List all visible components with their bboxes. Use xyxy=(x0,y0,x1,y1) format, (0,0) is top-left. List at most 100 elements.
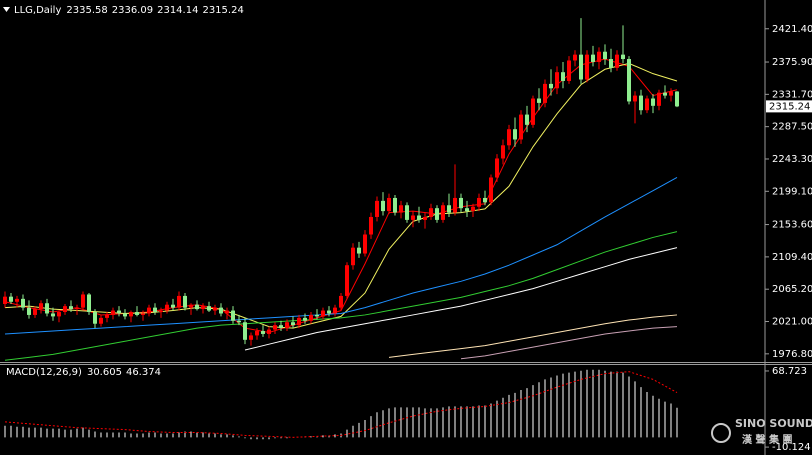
candle-body xyxy=(273,325,277,330)
header-low: 2314.14 xyxy=(157,5,198,16)
watermark-sub: 漢 聲 集 團 xyxy=(742,433,792,446)
candle-body xyxy=(663,92,667,96)
candle-body xyxy=(153,307,157,313)
candle-body xyxy=(237,320,241,323)
candle-body xyxy=(249,335,253,340)
candle-body xyxy=(45,303,49,314)
y-tick-label: 2287.50 xyxy=(772,122,812,133)
moving-average xyxy=(4,231,678,361)
candle-body xyxy=(507,129,511,146)
candle-body xyxy=(471,206,475,212)
y-tick-label: 2065.20 xyxy=(772,284,812,295)
candle-body xyxy=(33,309,37,315)
candle-body xyxy=(435,208,439,220)
candle-body xyxy=(123,313,127,317)
macd-value: 30.605 xyxy=(87,367,122,378)
menu-icon xyxy=(3,7,10,12)
candle-body xyxy=(525,114,529,125)
moving-average xyxy=(244,247,678,351)
header-open: 2335.58 xyxy=(66,5,107,16)
candle-body xyxy=(9,296,13,302)
candle-body xyxy=(375,200,379,217)
y-tick-label: 2421.40 xyxy=(772,24,812,35)
candle-body xyxy=(567,60,571,81)
candle-body xyxy=(675,91,679,107)
candle-body xyxy=(399,205,403,213)
candle-body xyxy=(543,83,547,103)
candle-body xyxy=(21,298,25,308)
candle-body xyxy=(393,197,397,213)
candle-body xyxy=(267,329,271,334)
candle-body xyxy=(447,205,451,213)
macd-header: MACD(12,26,9) 30.605 46.374 xyxy=(6,367,161,378)
candle-body xyxy=(225,310,229,314)
candle-body xyxy=(483,197,487,203)
candle-body xyxy=(327,310,331,314)
candle-body xyxy=(549,83,553,89)
y-tick-label: 2153.60 xyxy=(772,220,812,231)
candle-body xyxy=(135,312,139,315)
macd-panel xyxy=(4,369,678,440)
candle-body xyxy=(609,59,613,68)
macd-title: MACD(12,26,9) xyxy=(6,367,82,378)
y-tick-label: 2109.40 xyxy=(772,252,812,263)
candle-body xyxy=(321,310,325,317)
price-panel xyxy=(3,18,679,361)
candle-body xyxy=(159,310,163,313)
candle-body xyxy=(651,98,655,106)
candle-body xyxy=(585,54,589,80)
candle-body xyxy=(309,314,313,321)
candle-body xyxy=(627,59,631,102)
candle-body xyxy=(147,307,151,314)
candle-body xyxy=(603,51,607,60)
candle-body xyxy=(261,331,265,334)
y-tick-label: 2199.10 xyxy=(772,186,812,197)
chart-header: LLG,Daily 2335.58 2336.09 2314.14 2315.24 xyxy=(14,5,244,16)
candle-body xyxy=(363,234,367,254)
candle-body xyxy=(87,294,91,313)
candle-body xyxy=(387,197,391,212)
candle-body xyxy=(219,307,223,314)
candle-body xyxy=(417,215,421,220)
candle-body xyxy=(315,314,319,317)
candle-body xyxy=(639,95,643,111)
candle-body xyxy=(183,295,187,308)
candle-body xyxy=(513,129,517,140)
candle-body xyxy=(243,322,247,340)
candle-body xyxy=(195,304,199,310)
candle-body xyxy=(459,197,463,209)
candle-body xyxy=(291,322,295,326)
candle-body xyxy=(423,216,427,220)
candle-body xyxy=(411,215,415,220)
candle-body xyxy=(81,294,85,308)
candle-body xyxy=(357,247,361,254)
candle-body xyxy=(69,306,73,310)
candle-body xyxy=(111,310,115,315)
candle-body xyxy=(213,307,217,311)
candle-body xyxy=(231,310,235,321)
y-tick-label: 68.723 xyxy=(772,366,807,377)
candle-body xyxy=(633,95,637,102)
chart-title: LLG,Daily xyxy=(14,5,61,16)
logo xyxy=(711,423,731,443)
candle-body xyxy=(297,317,301,326)
candle-body xyxy=(531,98,535,125)
candle-body xyxy=(303,317,307,321)
candle-body xyxy=(63,306,67,313)
candle-body xyxy=(75,307,79,310)
candle-body xyxy=(369,216,373,235)
candle-body xyxy=(561,72,565,81)
header-close: 2315.24 xyxy=(202,5,243,16)
candle-body xyxy=(39,303,43,310)
candle-body xyxy=(519,114,523,140)
candle-body xyxy=(57,312,61,317)
candle-body xyxy=(93,312,97,324)
candle-body xyxy=(171,304,175,308)
candle-body xyxy=(51,313,55,317)
candle-body xyxy=(657,92,661,106)
watermark-name: SINO SOUND xyxy=(735,417,812,430)
candle-body xyxy=(591,54,595,62)
candle-body xyxy=(489,177,493,203)
candle-body xyxy=(429,208,433,217)
signal-line xyxy=(4,371,678,438)
